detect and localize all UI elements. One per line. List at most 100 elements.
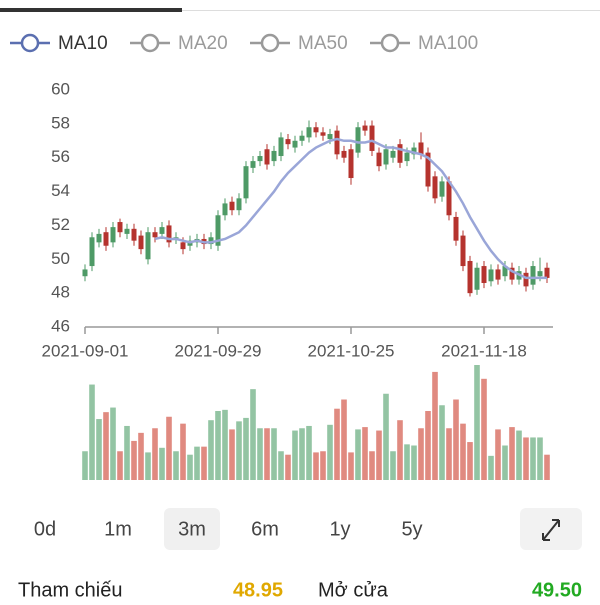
volume-bar [488, 455, 494, 480]
volume-bar [460, 423, 466, 480]
volume-bar [152, 428, 158, 480]
candle-body [110, 227, 116, 243]
range-button[interactable]: 5y [401, 518, 422, 540]
candle-body [397, 144, 403, 163]
range-selected[interactable] [164, 508, 220, 550]
candle-body [320, 132, 326, 136]
candle-body [376, 152, 382, 167]
volume-bar [474, 365, 480, 480]
volume-bar [306, 425, 312, 480]
candle-body [411, 147, 417, 155]
legend-label[interactable]: MA10 [58, 33, 108, 54]
range-button[interactable]: 6m [251, 518, 279, 540]
volume-bar [390, 451, 396, 480]
y-tick-label: 60 [51, 79, 70, 98]
candle-body [474, 267, 480, 290]
volume-bar [467, 442, 473, 480]
volume-bar [208, 420, 214, 480]
candle-body [453, 216, 459, 241]
volume-bar [257, 428, 263, 480]
volume-bar [103, 412, 109, 480]
candle-body [523, 272, 529, 287]
candle-body [418, 142, 424, 155]
volume-bar [523, 437, 529, 480]
candle-body [299, 135, 305, 141]
candle-body [243, 166, 249, 199]
range-button[interactable]: 0d [34, 518, 56, 540]
candle-body [208, 237, 214, 245]
volume-bar [502, 445, 508, 480]
volume-bar [348, 452, 354, 480]
y-tick-label: 58 [51, 113, 70, 132]
volume-bar [397, 420, 403, 480]
candle-body [390, 150, 396, 158]
volume-bar [320, 451, 326, 480]
y-tick-label: 50 [51, 249, 70, 268]
volume-bar [145, 452, 151, 480]
volume-bar [243, 417, 249, 480]
candle-body [278, 137, 284, 157]
legend-icon[interactable] [380, 33, 400, 53]
candle-body [313, 127, 319, 133]
volume-bar [292, 430, 298, 480]
volume-bar [418, 428, 424, 480]
candle-body [292, 140, 298, 148]
candle-body [222, 203, 228, 216]
y-tick-label: 46 [51, 316, 70, 335]
range-button[interactable]: 3m [178, 518, 206, 540]
legend-label[interactable]: MA50 [298, 33, 348, 54]
candle-body [236, 198, 242, 211]
volume-bar [138, 432, 144, 480]
candle-body [495, 269, 501, 280]
candle-body [103, 232, 109, 246]
candle-body [481, 266, 487, 283]
legend-icon[interactable] [260, 33, 280, 53]
candle-body [355, 127, 361, 153]
candle-body [460, 235, 466, 267]
volume-bar [453, 399, 459, 480]
candle-body [306, 127, 312, 138]
legend-label[interactable]: MA100 [418, 33, 478, 54]
candle-body [180, 242, 186, 250]
candle-body [334, 130, 340, 155]
tab-indicator [0, 8, 182, 12]
candle-body [509, 267, 515, 280]
candle-body [96, 233, 102, 243]
volume-bar [404, 444, 410, 480]
y-tick-label: 52 [51, 215, 70, 234]
legend-label[interactable]: MA20 [178, 33, 228, 54]
volume-bar [516, 430, 522, 480]
volume-bar [180, 423, 186, 480]
x-tick-label: 2021-11-18 [441, 341, 527, 360]
volume-bar [299, 428, 305, 480]
legend-icon[interactable] [140, 33, 160, 53]
volume-bar [530, 437, 536, 480]
volume-bar [131, 440, 137, 480]
y-tick-label: 56 [51, 147, 70, 166]
volume-bar [446, 428, 452, 480]
tab-line [182, 10, 600, 11]
candle-body [285, 139, 291, 145]
volume-bar [278, 451, 284, 480]
quote-label: Tham chiếu [18, 579, 123, 600]
candle-body [124, 228, 130, 234]
candle-body [383, 149, 389, 165]
range-button[interactable]: 1m [104, 518, 132, 540]
volume-bar [362, 427, 368, 480]
volume-bar [376, 430, 382, 480]
candle-body [425, 152, 431, 187]
candle-body [229, 201, 235, 211]
candle-body [145, 232, 151, 260]
ma-line [154, 137, 547, 280]
volume-bar [215, 411, 221, 480]
volume-bar [439, 405, 445, 480]
quote-value: 48.95 [233, 579, 283, 600]
volume-bar [495, 429, 501, 480]
candle-body [271, 150, 277, 162]
candle-body [166, 225, 172, 243]
x-tick-label: 2021-09-01 [42, 341, 129, 360]
legend-icon[interactable] [20, 33, 40, 53]
range-button[interactable]: 1y [329, 518, 350, 540]
candle-body [82, 269, 88, 277]
